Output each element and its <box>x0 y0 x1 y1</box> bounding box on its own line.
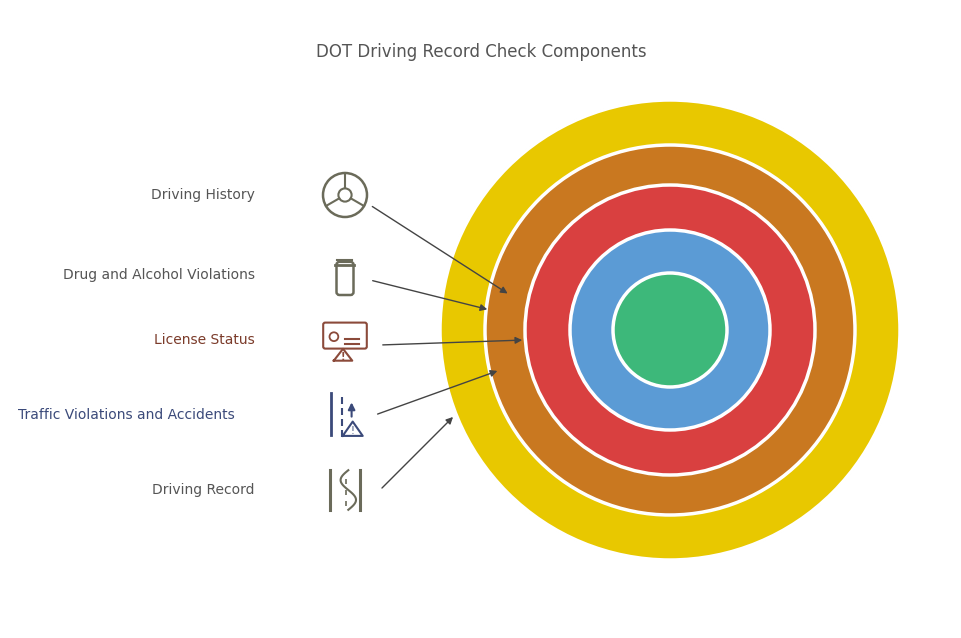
Text: Traffic Violations and Accidents: Traffic Violations and Accidents <box>18 408 234 422</box>
Text: DOT Driving Record Check Components: DOT Driving Record Check Components <box>315 43 646 61</box>
Circle shape <box>484 145 854 515</box>
Text: License Status: License Status <box>154 333 255 347</box>
Circle shape <box>439 100 899 560</box>
Text: !: ! <box>340 352 345 362</box>
Circle shape <box>525 185 814 475</box>
Circle shape <box>570 230 769 430</box>
Text: !: ! <box>351 426 355 436</box>
Circle shape <box>612 273 727 387</box>
Text: Driving Record: Driving Record <box>153 483 255 497</box>
Text: Driving History: Driving History <box>151 188 255 202</box>
Text: Drug and Alcohol Violations: Drug and Alcohol Violations <box>62 268 255 282</box>
